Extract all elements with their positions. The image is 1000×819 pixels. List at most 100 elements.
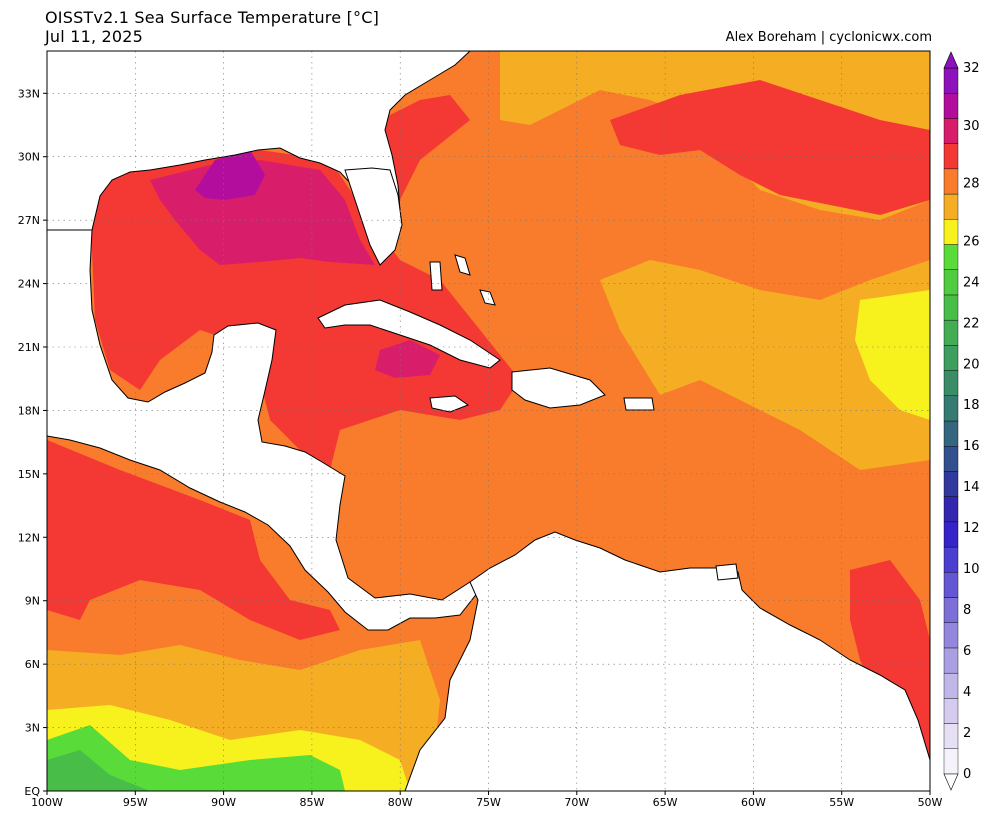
colorbar-cell: [943, 546, 959, 573]
colorbar-cell: [943, 420, 959, 447]
lat-label-30n: 30N: [18, 151, 40, 164]
colorbar-cell: [943, 622, 959, 649]
colorbar-label-8: 8: [963, 603, 971, 618]
title-line-1: OISSTv2.1 Sea Surface Temperature [°C]: [45, 8, 380, 27]
colorbar-cell: [943, 395, 959, 422]
land-bahamas-2: [454, 254, 471, 276]
sst-region-29-pacific: [47, 440, 340, 640]
colorbar-label-26: 26: [963, 234, 980, 249]
colorbar-label-10: 10: [963, 562, 980, 577]
colorbar-max-arrow: [943, 51, 959, 69]
colorbar-label-2: 2: [963, 726, 971, 741]
colorbar-cell: [943, 647, 959, 674]
colorbar-cell: [943, 244, 959, 270]
sst-region-23: [47, 750, 150, 791]
land-puerto-rico: [623, 397, 655, 411]
lon-label-50w: 50W: [918, 796, 943, 809]
colorbar-cell: [943, 319, 959, 346]
colorbar-cell: [943, 672, 959, 699]
lon-label-100w: 100W: [31, 796, 63, 809]
colorbar-cell: [943, 118, 959, 144]
lon-label-90w: 90W: [211, 796, 236, 809]
colorbar-cells: [943, 51, 959, 791]
lat-label-3n: 3N: [25, 722, 40, 735]
colorbar-cell: [943, 370, 959, 396]
colorbar-label-28: 28: [963, 177, 980, 192]
land-florida: [344, 167, 403, 266]
sst-region-31: [195, 150, 265, 200]
credit-text: Alex Boreham | cyclonicwx.com: [725, 30, 932, 45]
lat-label-21n: 21N: [18, 341, 40, 354]
lat-label-24n: 24N: [18, 278, 40, 291]
colorbar-cell: [943, 193, 959, 220]
land-south-america: [404, 531, 930, 791]
colorbar-label-6: 6: [963, 644, 971, 659]
colorbar-label-30: 30: [963, 119, 980, 134]
lat-label-6n: 6N: [25, 658, 40, 671]
colorbar-cell: [943, 698, 959, 724]
colorbar-cell: [943, 521, 959, 548]
latitude-labels: EQ 3N 6N 9N 12N 15N 18N 21N 24N 27N 30N 33N: [18, 87, 47, 798]
colorbar-cell: [943, 597, 959, 623]
land-mexico-central-america: [47, 229, 479, 631]
map-title: OISSTv2.1 Sea Surface Temperature [°C] J…: [45, 8, 379, 46]
colorbar-cell: [943, 168, 959, 195]
colorbar-label-12: 12: [963, 521, 980, 536]
colorbar-cell: [943, 446, 959, 472]
colorbar-label-18: 18: [963, 398, 980, 413]
land-jamaica: [429, 395, 470, 413]
colorbar-cell: [943, 572, 959, 598]
title-line-2: Jul 11, 2025: [45, 27, 144, 46]
colorbar-label-16: 16: [963, 439, 980, 454]
colorbar-cell: [943, 93, 959, 119]
lon-label-60w: 60W: [741, 796, 766, 809]
colorbar-label-4: 4: [963, 685, 971, 700]
lat-label-eq: EQ: [24, 785, 40, 798]
colorbar-cell: [943, 294, 959, 321]
colorbar-label-24: 24: [963, 275, 980, 290]
land-cuba: [317, 299, 501, 369]
land: [47, 51, 930, 791]
land-hispaniola: [511, 367, 606, 409]
sst-region-30-cuba: [375, 340, 440, 378]
colorbar-label-22: 22: [963, 316, 980, 331]
lon-label-65w: 65W: [653, 796, 678, 809]
lon-label-75w: 75W: [476, 796, 501, 809]
colorbar-cell: [943, 471, 959, 497]
colorbar-cell: [943, 269, 959, 296]
lat-label-18n: 18N: [18, 404, 40, 417]
longitude-labels: 100W 95W 90W 85W 80W 75W 70W 65W 60W 55W 50W: [31, 791, 943, 809]
land-bahamas-3: [479, 289, 496, 306]
colorbar-cell: [943, 67, 959, 94]
lon-label-85w: 85W: [299, 796, 324, 809]
colorbar-min-arrow: [943, 773, 959, 791]
colorbar-label-0: 0: [963, 767, 971, 782]
colorbar-label-32: 32: [963, 61, 980, 76]
sst-region-26-east: [855, 290, 930, 420]
colorbar-cell: [943, 345, 959, 371]
lon-label-55w: 55W: [829, 796, 854, 809]
lat-label-12n: 12N: [18, 531, 40, 544]
colorbar-label-14: 14: [963, 480, 980, 495]
sst-region-29-atlantic: [610, 80, 930, 215]
lon-label-70w: 70W: [564, 796, 589, 809]
lat-label-15n: 15N: [18, 468, 40, 481]
lat-label-9n: 9N: [25, 595, 40, 608]
land-trinidad: [715, 563, 739, 581]
land-bahamas-1: [429, 261, 443, 291]
colorbar-cell: [943, 723, 959, 749]
colorbar-cell: [943, 219, 959, 245]
lat-label-27n: 27N: [18, 214, 40, 227]
colorbar-label-20: 20: [963, 357, 980, 372]
colorbar-cell: [943, 748, 959, 775]
colorbar-cell: [943, 143, 959, 170]
colorbar-cell: [943, 496, 959, 523]
lon-label-95w: 95W: [123, 796, 148, 809]
lat-label-33n: 33N: [18, 87, 40, 100]
sst-region-24: [47, 725, 345, 791]
lon-label-80w: 80W: [388, 796, 413, 809]
graticule: [47, 51, 930, 791]
